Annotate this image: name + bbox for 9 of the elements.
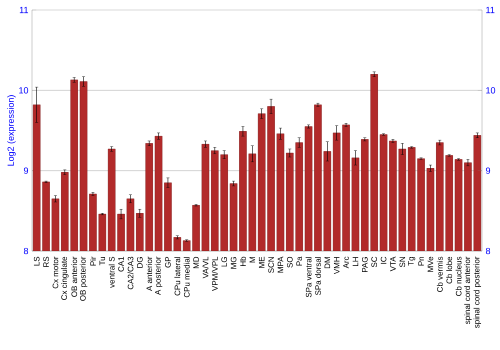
y-axis-title: Log2 (expression) [7, 95, 16, 166]
y2-tick-label: 10 [486, 87, 496, 94]
y2-tick-label: 8 [486, 248, 490, 254]
y-tick-label: 11 [20, 6, 28, 14]
y-tick-label: 9 [24, 167, 28, 174]
y-tick-label: 8 [24, 248, 28, 254]
y2-tick-label: 11 [486, 6, 494, 14]
y2-tick-label: 9 [486, 167, 490, 174]
y-tick-label: 10 [19, 87, 28, 94]
